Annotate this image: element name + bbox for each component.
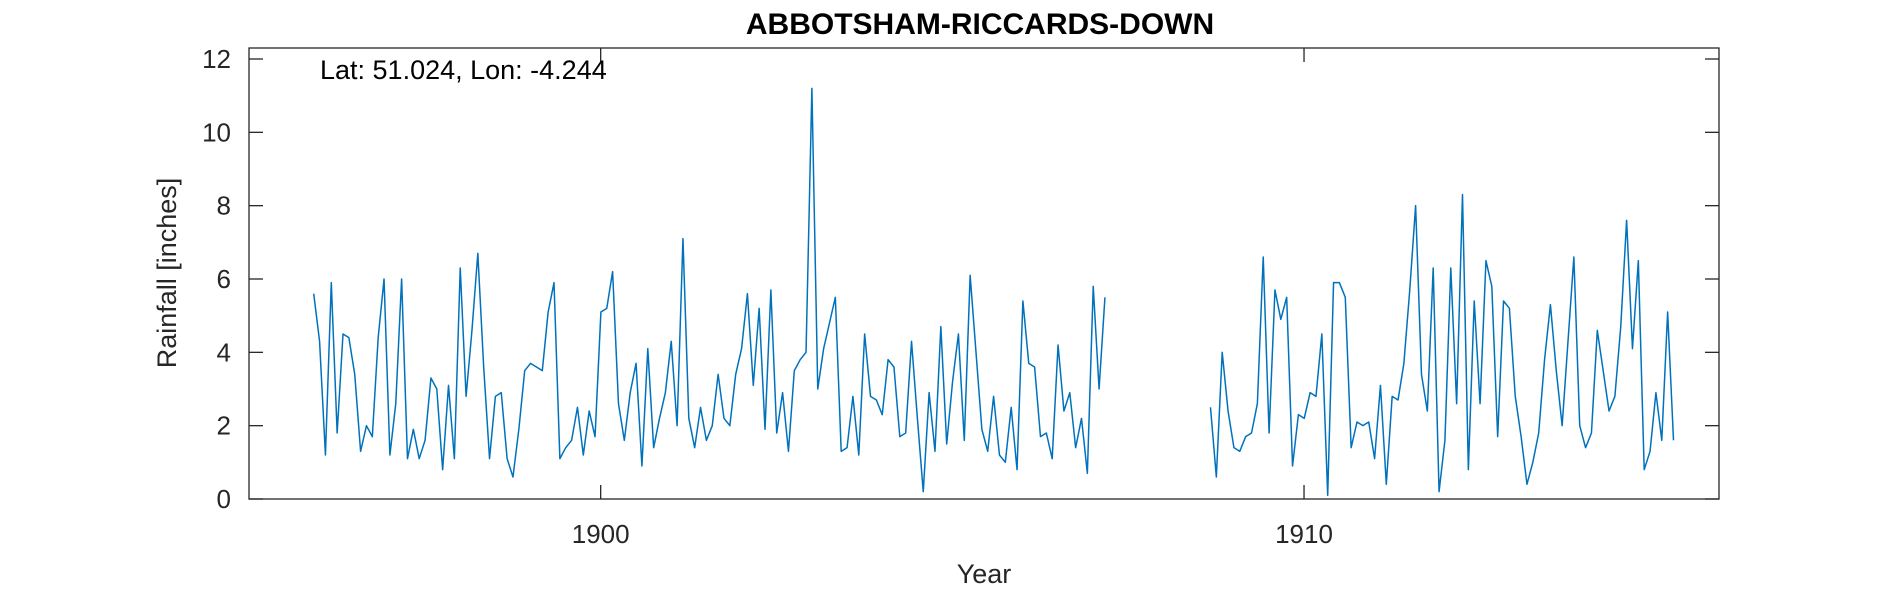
chart-title: ABBOTSHAM-RICCARDS-DOWN xyxy=(746,8,1214,41)
y-tick-label: 2 xyxy=(217,411,231,441)
y-tick-label: 4 xyxy=(217,337,231,367)
y-tick-label: 6 xyxy=(217,264,231,294)
x-tick-label: 1910 xyxy=(1275,519,1333,549)
rainfall-series-line xyxy=(1209,193,1675,497)
y-tick-label: 10 xyxy=(202,117,231,147)
rainfall-series-line xyxy=(312,87,1106,493)
x-axis: 1900 1910 xyxy=(572,48,1333,549)
y-tick-label: 0 xyxy=(217,484,231,514)
plot-area: 1900 1910 0 2 4 6 8 10 12 xyxy=(202,44,1720,549)
y-axis: 0 2 4 6 8 10 12 xyxy=(202,44,1719,514)
series-group xyxy=(312,87,1675,497)
plot-frame xyxy=(248,47,1720,500)
y-axis-label: Rainfall [inches] xyxy=(152,178,182,369)
x-axis-label: Year xyxy=(957,559,1012,589)
location-annotation: Lat: 51.024, Lon: -4.244 xyxy=(320,55,607,85)
x-tick-label: 1900 xyxy=(572,519,630,549)
y-tick-label: 8 xyxy=(217,191,231,221)
y-tick-label: 12 xyxy=(202,44,231,74)
